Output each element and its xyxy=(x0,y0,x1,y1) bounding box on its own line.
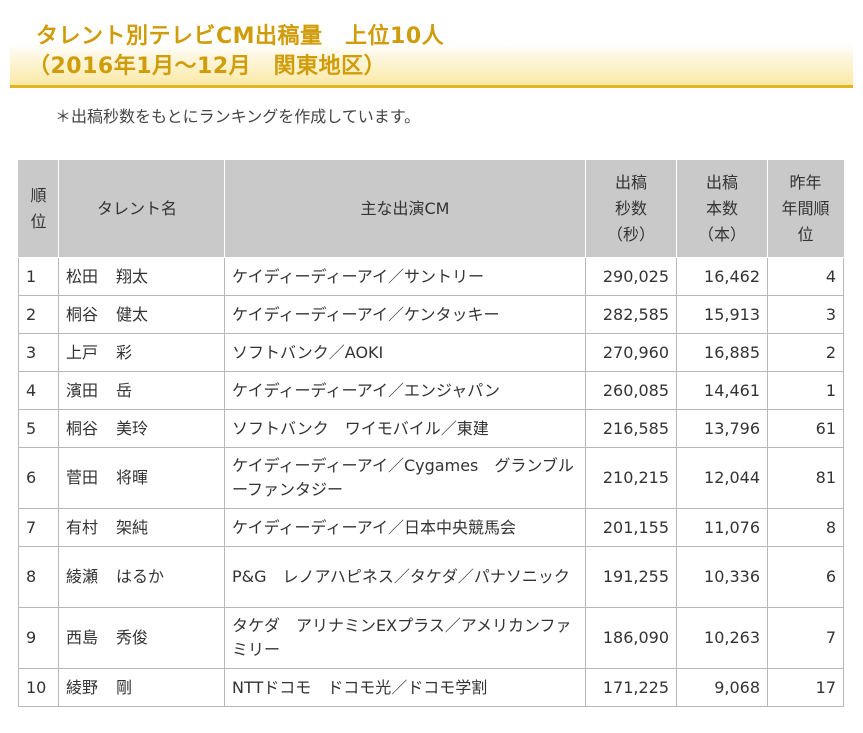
seconds-cell: 290,025 xyxy=(585,257,677,296)
talent-cell: 綾野剛 xyxy=(58,668,225,707)
talent-cell: 松田 翔太 xyxy=(58,257,225,296)
cm-cell: ケイディーディーアイ／ケンタッキー xyxy=(224,295,586,334)
count-cell: 13,796 xyxy=(676,409,768,448)
rank-cell: 8 xyxy=(18,546,59,608)
count-cell: 15,913 xyxy=(676,295,768,334)
header-cm: 主な出演CM xyxy=(224,160,586,258)
header-talent: タレント名 xyxy=(58,160,225,258)
ranking-note: ＊出稿秒数をもとにランキングを作成しています。 xyxy=(55,107,421,126)
table-row: 3 上戸彩 ソフトバンク／AOKI 270,960 16,885 2 xyxy=(18,333,844,372)
header-rank: 順位 xyxy=(18,160,59,258)
prev-rank-cell: 81 xyxy=(767,447,844,509)
cm-cell: NTTドコモ ドコモ光／ドコモ学割 xyxy=(224,668,586,707)
cm-cell: P&G レノアハピネス／タケダ／パナソニック xyxy=(224,546,586,608)
seconds-cell: 282,585 xyxy=(585,295,677,334)
seconds-cell: 186,090 xyxy=(585,607,677,669)
talent-cell: 西島 秀俊 xyxy=(58,607,225,669)
count-cell: 11,076 xyxy=(676,508,768,547)
talent-cell: 菅田 将暉 xyxy=(58,447,225,509)
page-subtitle: （2016年1月～12月 関東地区） xyxy=(28,54,387,79)
table-row: 5 桐谷 美玲 ソフトバンク ワイモバイル／東建 216,585 13,796 6… xyxy=(18,409,844,448)
count-cell: 14,461 xyxy=(676,371,768,410)
prev-rank-cell: 61 xyxy=(767,409,844,448)
page-title: タレント別テレビCM出稿量 上位10人 xyxy=(36,24,445,49)
table-row: 4 濱田岳 ケイディーディーアイ／エンジャパン 260,085 14,461 1 xyxy=(18,371,844,410)
prev-rank-cell: 6 xyxy=(767,546,844,608)
ranking-table: 順位 タレント名 主な出演CM 出稿 秒数 （秒） 出稿 本数 （本） 昨年 年間順位 1… xyxy=(18,160,844,707)
count-cell: 16,885 xyxy=(676,333,768,372)
rank-cell: 10 xyxy=(18,668,59,707)
cm-cell: ソフトバンク／AOKI xyxy=(224,333,586,372)
seconds-cell: 270,960 xyxy=(585,333,677,372)
rank-cell: 3 xyxy=(18,333,59,372)
count-cell: 10,336 xyxy=(676,546,768,608)
cm-cell: ケイディーディーアイ／サントリー xyxy=(224,257,586,296)
prev-rank-cell: 4 xyxy=(767,257,844,296)
header-prev-rank: 昨年 年間順位 xyxy=(767,160,844,258)
cm-cell: ケイディーディーアイ／日本中央競馬会 xyxy=(224,508,586,547)
seconds-cell: 210,215 xyxy=(585,447,677,509)
prev-rank-cell: 17 xyxy=(767,668,844,707)
prev-rank-cell: 8 xyxy=(767,508,844,547)
cm-cell: ケイディーディーアイ／エンジャパン xyxy=(224,371,586,410)
talent-cell: 桐谷 健太 xyxy=(58,295,225,334)
prev-rank-cell: 3 xyxy=(767,295,844,334)
talent-cell: 上戸彩 xyxy=(58,333,225,372)
count-cell: 10,263 xyxy=(676,607,768,669)
rank-cell: 2 xyxy=(18,295,59,334)
table-header-row: 順位 タレント名 主な出演CM 出稿 秒数 （秒） 出稿 本数 （本） 昨年 年間順位 xyxy=(18,160,844,258)
table-row: 9 西島 秀俊 タケダ アリナミンEXプラス／アメリカンファミリー 186,090… xyxy=(18,607,844,669)
rank-cell: 5 xyxy=(18,409,59,448)
cm-cell: ソフトバンク ワイモバイル／東建 xyxy=(224,409,586,448)
talent-cell: 有村 架純 xyxy=(58,508,225,547)
header-seconds: 出稿 秒数 （秒） xyxy=(585,160,677,258)
seconds-cell: 216,585 xyxy=(585,409,677,448)
seconds-cell: 201,155 xyxy=(585,508,677,547)
table-row: 6 菅田 将暉 ケイディーディーアイ／Cygames グランブルーファンタジー 2… xyxy=(18,447,844,509)
cm-cell: タケダ アリナミンEXプラス／アメリカンファミリー xyxy=(224,607,586,669)
prev-rank-cell: 7 xyxy=(767,607,844,669)
rank-cell: 9 xyxy=(18,607,59,669)
table-row: 7 有村 架純 ケイディーディーアイ／日本中央競馬会 201,155 11,076… xyxy=(18,508,844,547)
seconds-cell: 191,255 xyxy=(585,546,677,608)
talent-cell: 濱田岳 xyxy=(58,371,225,410)
count-cell: 12,044 xyxy=(676,447,768,509)
page-header: タレント別テレビCM出稿量 上位10人 （2016年1月～12月 関東地区） xyxy=(10,0,853,88)
rank-cell: 1 xyxy=(18,257,59,296)
table-row: 8 綾瀬 はるか P&G レノアハピネス／タケダ／パナソニック 191,255 1… xyxy=(18,546,844,608)
rank-cell: 4 xyxy=(18,371,59,410)
count-cell: 16,462 xyxy=(676,257,768,296)
table-row: 10 綾野剛 NTTドコモ ドコモ光／ドコモ学割 171,225 9,068 1… xyxy=(18,668,844,707)
prev-rank-cell: 2 xyxy=(767,333,844,372)
prev-rank-cell: 1 xyxy=(767,371,844,410)
talent-cell: 綾瀬 はるか xyxy=(58,546,225,608)
seconds-cell: 260,085 xyxy=(585,371,677,410)
table-row: 1 松田 翔太 ケイディーディーアイ／サントリー 290,025 16,462 4 xyxy=(18,257,844,296)
header-count: 出稿 本数 （本） xyxy=(676,160,768,258)
table-row: 2 桐谷 健太 ケイディーディーアイ／ケンタッキー 282,585 15,913 … xyxy=(18,295,844,334)
rank-cell: 6 xyxy=(18,447,59,509)
rank-cell: 7 xyxy=(18,508,59,547)
cm-cell: ケイディーディーアイ／Cygames グランブルーファンタジー xyxy=(224,447,586,509)
count-cell: 9,068 xyxy=(676,668,768,707)
seconds-cell: 171,225 xyxy=(585,668,677,707)
talent-cell: 桐谷 美玲 xyxy=(58,409,225,448)
